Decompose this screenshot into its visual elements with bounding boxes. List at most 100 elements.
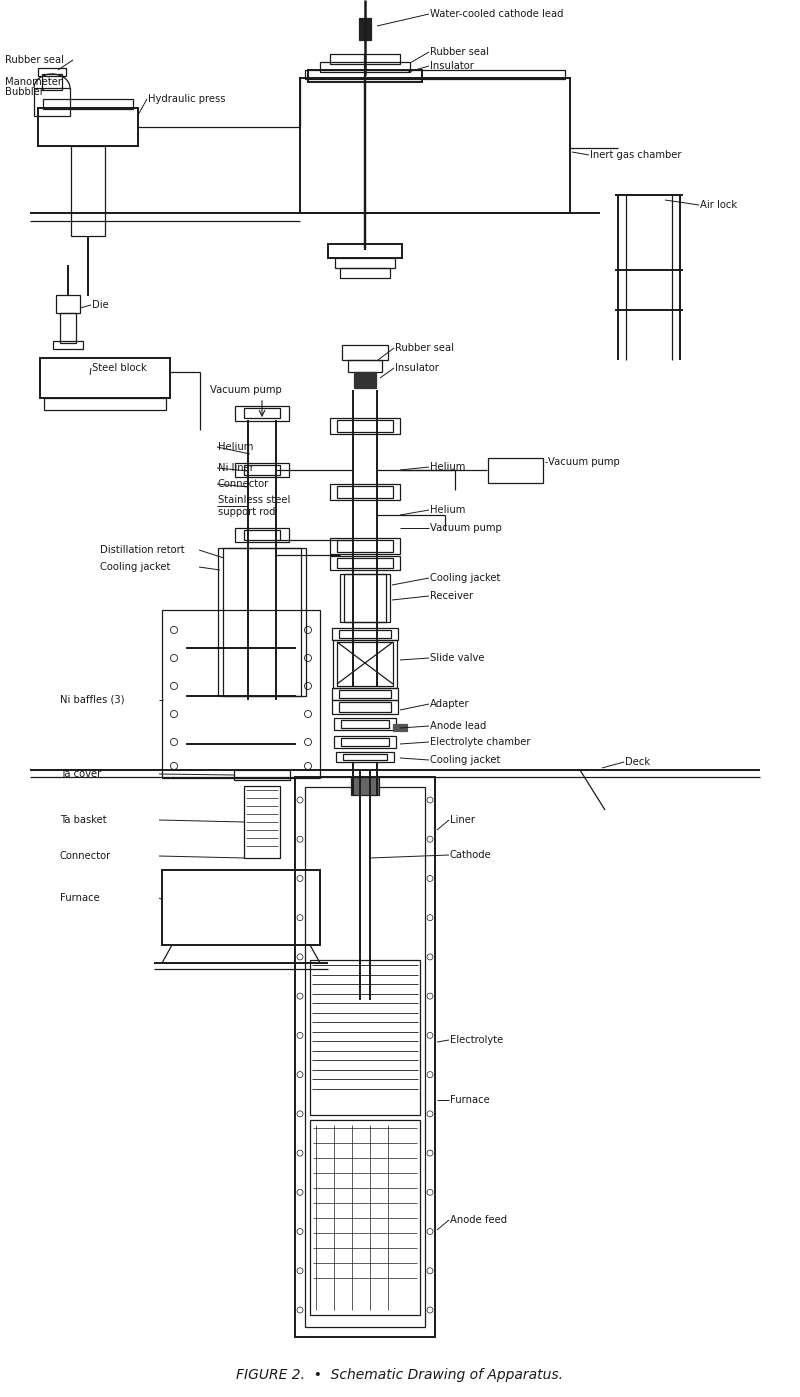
Bar bbox=[44, 398, 166, 409]
Text: Rubber seal: Rubber seal bbox=[430, 47, 489, 57]
Bar bbox=[162, 610, 320, 778]
Bar bbox=[340, 268, 390, 278]
Text: Cooling jacket: Cooling jacket bbox=[430, 754, 500, 766]
Bar bbox=[354, 372, 376, 388]
Bar bbox=[320, 61, 410, 73]
Bar bbox=[38, 108, 138, 147]
Bar bbox=[341, 738, 389, 746]
Bar bbox=[330, 483, 400, 500]
Bar bbox=[339, 703, 391, 712]
Text: Rubber seal: Rubber seal bbox=[395, 344, 454, 353]
Text: Deck: Deck bbox=[625, 757, 650, 767]
Text: FIGURE 2.  •  Schematic Drawing of Apparatus.: FIGURE 2. • Schematic Drawing of Apparat… bbox=[237, 1368, 563, 1382]
Bar bbox=[359, 18, 371, 41]
Bar bbox=[348, 360, 382, 372]
Bar bbox=[295, 777, 435, 1337]
Text: Electrolyte: Electrolyte bbox=[450, 1035, 503, 1045]
Text: Insulator: Insulator bbox=[395, 363, 439, 373]
Bar bbox=[162, 870, 320, 944]
Bar bbox=[332, 629, 398, 640]
Bar bbox=[336, 752, 394, 761]
Bar bbox=[488, 458, 543, 483]
Bar bbox=[337, 541, 393, 552]
Text: Vacuum pump: Vacuum pump bbox=[210, 386, 282, 395]
Text: Manometer: Manometer bbox=[5, 77, 62, 87]
Bar bbox=[337, 420, 393, 432]
Bar bbox=[330, 556, 400, 570]
Bar bbox=[328, 244, 402, 258]
Text: Connector: Connector bbox=[218, 479, 270, 489]
Bar bbox=[300, 78, 570, 212]
Text: Bubbler: Bubbler bbox=[5, 87, 44, 96]
Text: Air lock: Air lock bbox=[700, 200, 737, 210]
Bar bbox=[42, 74, 62, 89]
Text: Furnace: Furnace bbox=[450, 1095, 490, 1105]
Text: Hydraulic press: Hydraulic press bbox=[148, 94, 226, 103]
Text: Steel block: Steel block bbox=[92, 363, 146, 373]
Text: Vacuum pump: Vacuum pump bbox=[430, 522, 502, 534]
Bar bbox=[343, 754, 387, 760]
Bar bbox=[235, 528, 289, 542]
Text: Furnace: Furnace bbox=[60, 893, 100, 902]
Bar bbox=[56, 295, 80, 313]
Bar bbox=[38, 68, 66, 75]
Text: Cathode: Cathode bbox=[450, 849, 492, 861]
Bar bbox=[332, 700, 398, 714]
Bar bbox=[334, 736, 396, 747]
Bar bbox=[341, 719, 389, 728]
Bar bbox=[344, 574, 386, 622]
Text: Anode lead: Anode lead bbox=[430, 721, 486, 731]
Bar bbox=[330, 418, 400, 434]
Bar bbox=[43, 99, 133, 109]
Bar bbox=[308, 70, 422, 82]
Text: Adapter: Adapter bbox=[430, 698, 470, 710]
Bar bbox=[332, 687, 398, 700]
Text: Rubber seal: Rubber seal bbox=[5, 54, 64, 66]
Text: Helium: Helium bbox=[430, 504, 466, 515]
Bar bbox=[330, 54, 400, 64]
Bar bbox=[71, 147, 105, 236]
Bar bbox=[337, 643, 393, 686]
Bar bbox=[235, 407, 289, 420]
Text: Connector: Connector bbox=[60, 851, 111, 861]
Bar bbox=[351, 777, 379, 795]
Text: Receiver: Receiver bbox=[430, 591, 473, 601]
Bar bbox=[34, 88, 70, 116]
Bar bbox=[393, 724, 407, 731]
Text: Inert gas chamber: Inert gas chamber bbox=[590, 149, 682, 161]
Text: Vacuum pump: Vacuum pump bbox=[548, 457, 620, 467]
Text: Ta basket: Ta basket bbox=[60, 814, 106, 826]
Bar bbox=[339, 630, 391, 638]
Text: Distillation retort: Distillation retort bbox=[100, 545, 185, 555]
Text: Helium: Helium bbox=[430, 462, 466, 472]
Text: Die: Die bbox=[92, 300, 109, 310]
Bar bbox=[218, 548, 306, 696]
Bar bbox=[234, 770, 290, 780]
Bar bbox=[337, 486, 393, 497]
Bar bbox=[342, 345, 388, 360]
Text: Anode feed: Anode feed bbox=[450, 1215, 507, 1225]
Bar bbox=[305, 787, 425, 1327]
Text: Water-cooled cathode lead: Water-cooled cathode lead bbox=[430, 8, 563, 20]
Text: Ni baffles (3): Ni baffles (3) bbox=[60, 694, 125, 705]
Bar bbox=[340, 574, 390, 622]
Bar bbox=[335, 258, 395, 268]
Text: Electrolyte chamber: Electrolyte chamber bbox=[430, 738, 530, 747]
Text: Slide valve: Slide valve bbox=[430, 652, 485, 664]
Text: Ni liner: Ni liner bbox=[218, 462, 254, 474]
Bar bbox=[310, 1120, 420, 1315]
Bar bbox=[244, 408, 280, 418]
Text: Liner: Liner bbox=[450, 814, 475, 826]
Bar bbox=[330, 538, 400, 555]
Bar bbox=[244, 787, 280, 858]
Bar bbox=[305, 70, 565, 80]
Text: Helium: Helium bbox=[218, 441, 254, 453]
Bar bbox=[333, 640, 397, 687]
Bar bbox=[40, 358, 170, 398]
Bar bbox=[337, 557, 393, 569]
Bar bbox=[53, 341, 83, 349]
Text: Insulator: Insulator bbox=[430, 61, 474, 71]
Bar bbox=[223, 548, 301, 696]
Text: Stainless steel: Stainless steel bbox=[218, 495, 290, 504]
Bar bbox=[339, 690, 391, 698]
